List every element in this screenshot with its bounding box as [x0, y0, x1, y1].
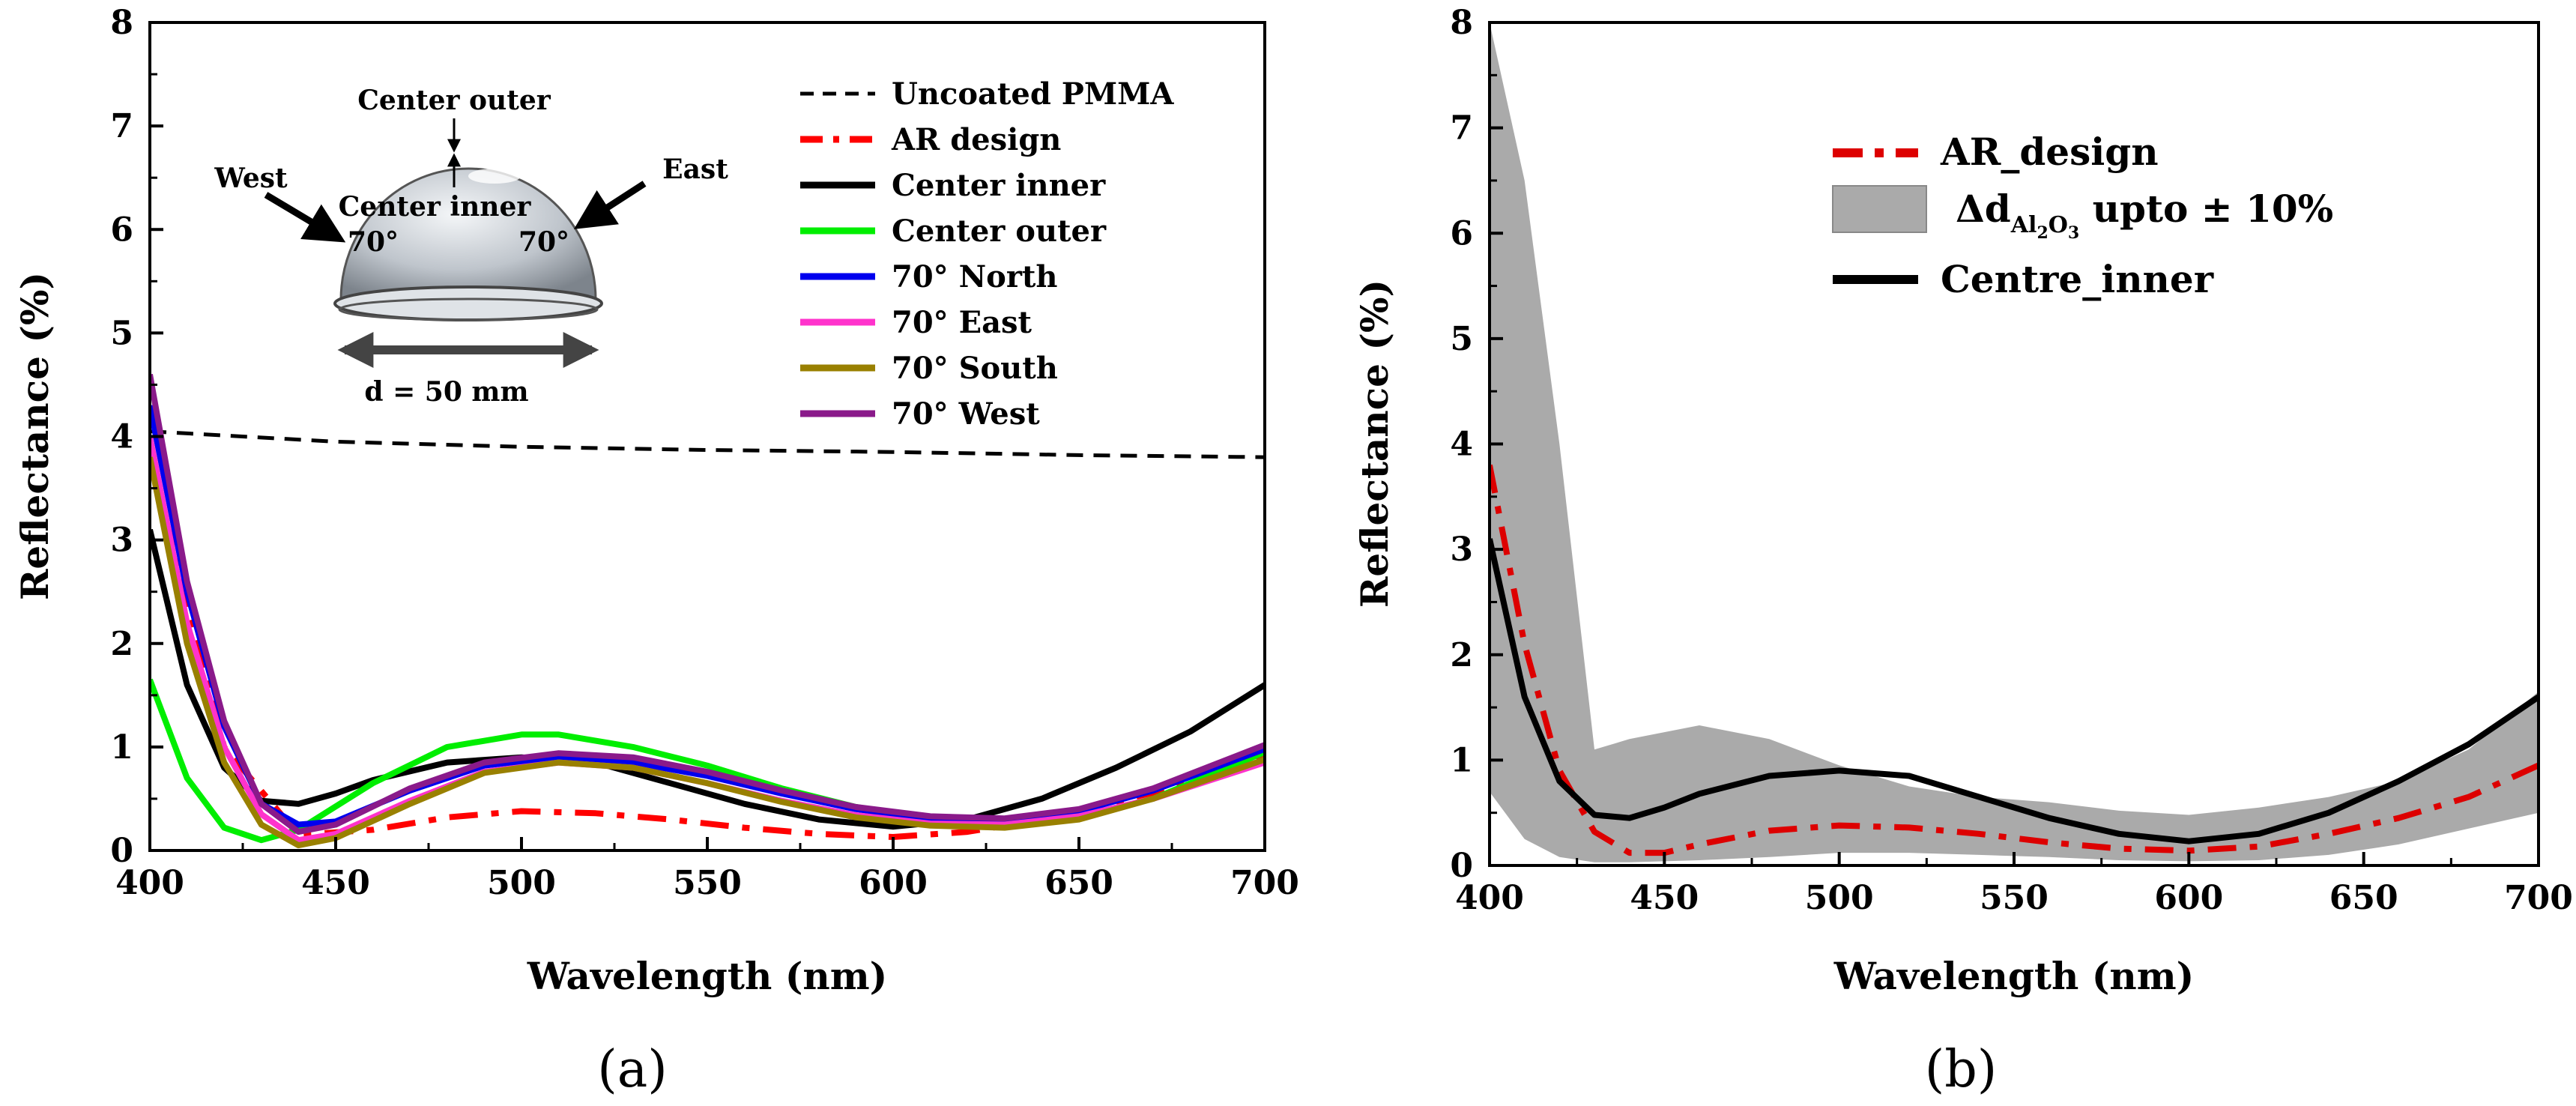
inset-label-diameter: d = 50 mm	[364, 376, 528, 408]
dome-base-ring	[333, 285, 603, 321]
panel-b-series-group	[1490, 464, 2539, 856]
panel-a-series-70deg-south	[150, 456, 1265, 849]
panel-a-ylabel: Reflectance (%)	[13, 272, 57, 600]
panel-b-series-ar-design	[1490, 464, 2539, 856]
panel-b-series-centre-inner	[1490, 538, 2539, 844]
inset-label-center-outer: Center outer	[357, 85, 551, 116]
panel-a-ytick-label: 7	[110, 107, 133, 145]
panel-a-series-ar-design	[150, 456, 1265, 840]
legend-b-swatch-band	[1832, 185, 1927, 233]
panel-a-series-70deg-west	[150, 373, 1265, 835]
panel-a-ytick-label: 2	[110, 625, 133, 663]
panel-a-frame	[148, 21, 1266, 852]
legend-b-label-centre-inner: Centre_inner	[1941, 257, 2214, 301]
west-arrow	[264, 192, 346, 243]
inset-label-center-inner: Center inner	[339, 191, 532, 223]
panel-a-ytick-label: 1	[110, 728, 133, 767]
inset-label-angle-left: 70°	[348, 226, 399, 258]
panel-a-ytick-label: 5	[110, 314, 133, 352]
dome-inset: Center outer Center inner West East 70° …	[214, 85, 728, 408]
panel-a-xlabel: Wavelength (nm)	[527, 954, 888, 998]
panel-b-ytick-label: 0	[1450, 847, 1473, 885]
dome-image	[339, 167, 597, 301]
panel-a-xtick-label: 700	[1230, 864, 1299, 902]
panel-b-xtick-label: 500	[1805, 879, 1874, 917]
panel-a-series-group	[150, 373, 1265, 849]
legend-a-label-uncoated-pmma: Uncoated PMMA	[892, 76, 1174, 112]
panel-a-ytick-label: 0	[110, 832, 133, 870]
panel-b-ytick-label: 7	[1450, 109, 1473, 148]
inset-label-east: East	[662, 154, 728, 185]
inset-label-angle-right: 70°	[518, 226, 569, 258]
panel-b-ylabel: Reflectance (%)	[1352, 279, 1397, 608]
panel-b-xlabel: Wavelength (nm)	[1833, 954, 2195, 998]
panel-b-ytick-label: 4	[1450, 426, 1473, 464]
panel-b-ytick-label: 2	[1450, 636, 1473, 674]
panel-b-xtick-label: 550	[1980, 879, 2049, 917]
panel-a-xtick-label: 650	[1044, 864, 1113, 902]
panel-b: 400 450 500 550 600 650 700 0 1 2 3 4 5 6 7 8 Waveleng…	[1352, 4, 2573, 1099]
inset-label-west: West	[214, 163, 288, 194]
panel-b-label: (b)	[1925, 1040, 1998, 1099]
panel-a-xtick-label: 450	[301, 864, 370, 902]
panel-b-ytick-label: 6	[1450, 214, 1473, 253]
panel-b-ytick-label: 3	[1450, 531, 1473, 569]
legend-a-label-center-inner: Center inner	[892, 168, 1106, 203]
panel-b-xtick-label: 400	[1455, 879, 1524, 917]
legend-a-label-center-outer: Center outer	[892, 214, 1107, 249]
panel-a-ytick-label: 8	[110, 4, 133, 42]
panel-b-ytick-label: 5	[1450, 320, 1473, 358]
panel-b-xtick-label: 700	[2504, 879, 2573, 917]
legend-a-label-ar-design: AR design	[891, 122, 1061, 157]
panel-a: 400 450 500 550 600 650 700 0 1 2 3 4 5 6 7 8 Waveleng…	[13, 4, 1299, 1099]
panel-b-tolerance-band	[1490, 22, 2539, 862]
panel-a-label: (a)	[597, 1040, 668, 1099]
legend-a-label-70deg-east: 70° East	[892, 305, 1032, 340]
legend-a-label-70deg-north: 70° North	[892, 259, 1057, 294]
panel-b-xtick-label: 450	[1630, 879, 1699, 917]
panel-b-ytick-label: 1	[1450, 741, 1473, 779]
panel-a-series-uncoated-pmma	[150, 429, 1265, 459]
panel-a-xtick-label: 500	[487, 864, 556, 902]
legend-b-label-ar-design: AR_design	[1940, 130, 2159, 174]
panel-b-xtick-label: 600	[2154, 879, 2223, 917]
legend-b-label-band: ΔdAl2O3 upto ± 10%	[1956, 187, 2333, 243]
panel-a-xtick-label: 550	[673, 864, 742, 902]
panel-a-ytick-label: 3	[110, 522, 133, 560]
panel-a-series-70deg-east	[150, 435, 1265, 844]
panel-b-ytick-label: 8	[1450, 4, 1473, 42]
panel-a-xtick-label: 600	[859, 864, 928, 902]
panel-b-xtick-label: 650	[2329, 879, 2398, 917]
panel-a-legend: Uncoated PMMA AR design Center inner Center…	[800, 76, 1174, 432]
panel-b-legend: AR_design ΔdAl2O3 upto ± 10% Centre_inne…	[1832, 130, 2333, 301]
east-arrow	[573, 181, 647, 229]
panel-a-ytick-label: 6	[110, 211, 133, 249]
legend-a-label-70deg-south: 70° South	[892, 351, 1058, 386]
panel-a-ytick-label: 4	[110, 418, 133, 456]
panel-a-xtick-label: 400	[115, 864, 184, 902]
legend-a-label-70deg-west: 70° West	[892, 396, 1040, 432]
panel-a-series-70deg-north	[150, 405, 1265, 828]
